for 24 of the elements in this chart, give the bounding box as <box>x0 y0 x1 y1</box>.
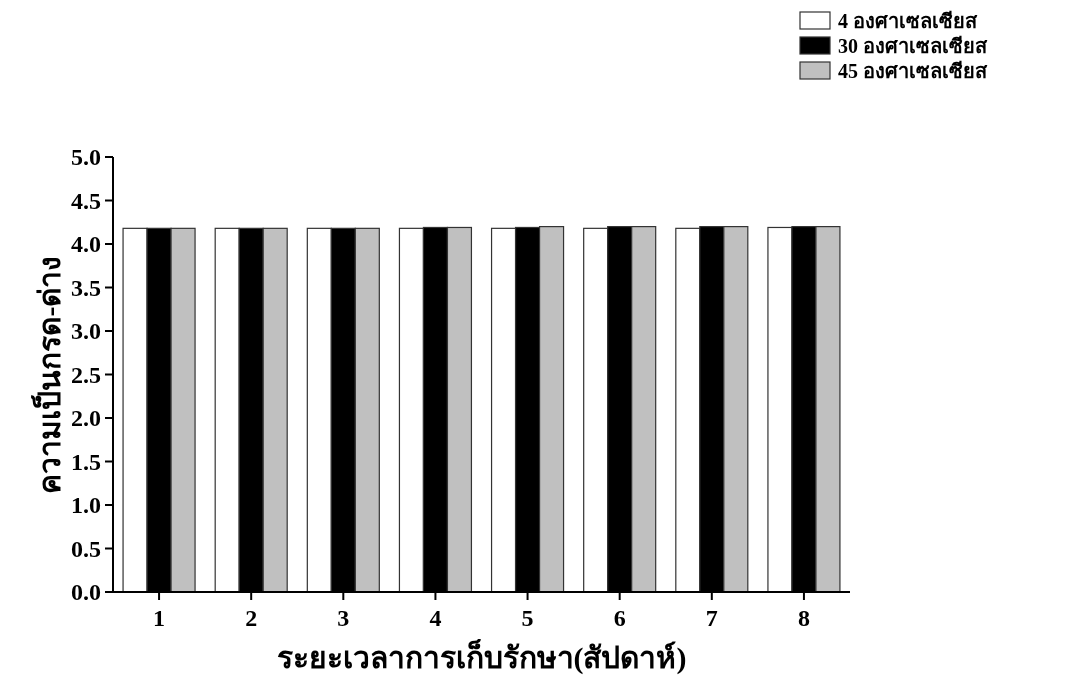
x-tick-label: 8 <box>797 605 810 631</box>
y-tick-label: 3.0 <box>71 318 101 344</box>
y-tick-label: 1.5 <box>71 448 101 475</box>
y-tick-label: 4.0 <box>71 231 101 257</box>
y-tick-label: 3.5 <box>71 274 101 301</box>
x-tick-label: 2 <box>245 605 258 631</box>
legend-label: 45 องศาเซลเซียส <box>838 60 988 82</box>
y-tick-label: 5.0 <box>71 144 101 170</box>
y-tick-label: 2.0 <box>71 405 101 431</box>
legend-label: 30 องศาเซลเซียส <box>838 35 988 57</box>
y-tick-label: 0.5 <box>71 535 101 562</box>
x-tick-label: 7 <box>705 605 718 631</box>
x-tick-label: 4 <box>429 605 442 631</box>
y-tick-label: 0.0 <box>71 579 101 605</box>
x-tick-label: 5 <box>521 605 534 631</box>
legend-label: 4 องศาเซลเซียส <box>838 10 978 32</box>
x-tick-label: 1 <box>153 605 166 631</box>
x-tick-label: 6 <box>613 605 626 631</box>
y-axis-title: ความเป็นกรด-ด่าง <box>31 255 66 494</box>
x-axis-title: ระยะเวลาการเก็บรักษา(สัปดาห์) <box>276 639 687 675</box>
y-tick-label: 2.5 <box>71 361 101 388</box>
y-tick-label: 1.0 <box>71 492 101 518</box>
x-tick-label: 3 <box>337 605 350 631</box>
y-tick-label: 4.5 <box>71 187 101 214</box>
